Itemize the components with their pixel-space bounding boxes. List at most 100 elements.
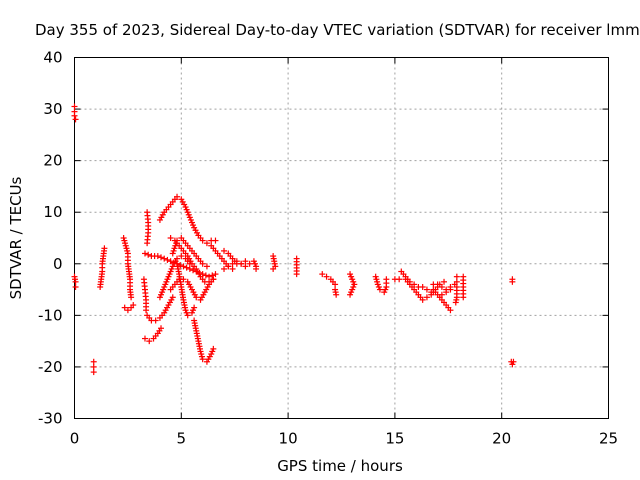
data-point	[225, 263, 232, 270]
y-axis-label: SDTVAR / TECUs	[7, 176, 25, 299]
data-point	[124, 307, 131, 314]
data-point	[183, 264, 190, 271]
data-point	[184, 312, 191, 319]
data-point	[453, 278, 460, 285]
data-point	[144, 240, 151, 247]
data-point	[101, 245, 108, 252]
y-tick-label: 10	[43, 203, 62, 221]
data-point	[447, 307, 454, 314]
data-point	[434, 281, 441, 288]
data-point	[174, 237, 181, 244]
data-point	[347, 291, 354, 298]
data-point	[141, 250, 148, 257]
data-point	[158, 254, 165, 261]
data-point	[154, 253, 161, 260]
data-point	[376, 286, 383, 293]
data-point	[453, 273, 460, 280]
data-point	[319, 271, 326, 278]
y-tick-label: 40	[43, 49, 62, 67]
data-point	[419, 296, 426, 303]
data-point	[128, 294, 135, 301]
data-point	[238, 260, 245, 267]
data-point	[509, 278, 516, 285]
data-point	[177, 262, 184, 269]
data-point	[152, 317, 159, 324]
data-point	[242, 258, 249, 265]
data-point	[72, 116, 79, 123]
data-point	[246, 260, 253, 267]
x-tick-label: 20	[492, 430, 511, 448]
x-tick-label: 5	[177, 430, 187, 448]
data-point	[71, 103, 78, 110]
data-point	[169, 294, 176, 301]
data-point	[90, 369, 97, 376]
data-point	[423, 294, 430, 301]
data-point	[193, 294, 200, 301]
data-point	[510, 358, 517, 365]
data-point	[161, 255, 168, 262]
data-point	[229, 265, 236, 272]
data-point	[423, 286, 430, 293]
x-tick-label: 10	[279, 430, 298, 448]
data-point	[441, 278, 448, 285]
data-point	[199, 356, 206, 363]
data-point	[229, 260, 236, 267]
axis-ticks: 0 5 10 15 20 25 -30 -20 -10 0 10 20 30 40	[38, 49, 618, 448]
data-point	[233, 258, 240, 265]
data-point	[199, 260, 206, 267]
data-point	[332, 281, 339, 288]
data-point	[71, 112, 78, 119]
data-point	[167, 235, 174, 241]
data-point	[221, 247, 228, 254]
data-point	[323, 273, 330, 280]
data-point	[460, 294, 467, 301]
data-point	[180, 263, 187, 270]
data-point	[253, 265, 260, 272]
y-tick-label: -10	[38, 306, 63, 324]
grid-lines	[74, 57, 609, 419]
data-point	[141, 335, 148, 342]
data-point	[143, 307, 150, 314]
data-point	[447, 286, 454, 293]
data-point	[212, 271, 219, 278]
data-point	[270, 265, 277, 272]
data-point	[90, 363, 97, 370]
data-point	[90, 358, 97, 365]
chart-title: Day 355 of 2023, Sidereal Day-to-day VTE…	[35, 21, 640, 39]
data-point	[383, 276, 390, 283]
data-point	[191, 304, 198, 311]
data-points	[71, 103, 517, 376]
y-tick-label: -30	[38, 410, 63, 428]
data-point	[443, 289, 450, 296]
y-tick-label: 30	[43, 100, 62, 118]
data-point	[203, 240, 210, 247]
data-point	[146, 338, 153, 345]
y-tick-label: 0	[53, 255, 63, 273]
data-point	[210, 276, 217, 283]
data-point	[242, 263, 249, 270]
data-point	[206, 273, 213, 280]
data-point	[145, 251, 152, 258]
data-point	[174, 193, 181, 200]
data-point	[293, 271, 300, 278]
data-point	[202, 272, 209, 279]
y-tick-label: -20	[38, 358, 63, 376]
x-tick-label: 15	[385, 430, 404, 448]
data-point	[221, 265, 228, 272]
data-point	[178, 253, 185, 260]
data-point	[212, 237, 219, 244]
data-point	[210, 345, 217, 352]
data-point	[190, 267, 197, 274]
data-point	[130, 302, 137, 309]
data-point	[452, 299, 459, 306]
plot-frame	[74, 57, 609, 419]
data-point	[72, 283, 79, 290]
data-point	[186, 265, 193, 272]
data-point	[121, 304, 128, 311]
x-axis-label: GPS time / hours	[277, 457, 403, 475]
x-tick-label: 25	[599, 430, 618, 448]
data-point	[158, 325, 165, 332]
x-tick-label: 0	[70, 430, 80, 448]
data-point	[396, 276, 403, 283]
